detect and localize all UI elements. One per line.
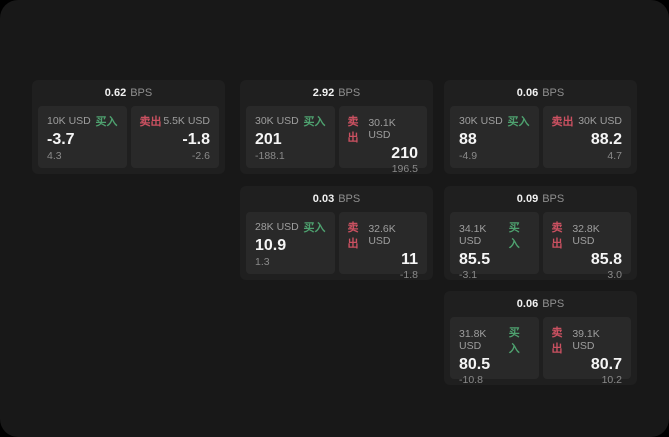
buy-side-label: 买入 — [508, 222, 520, 250]
quote-card-2: 2.92 BPS 30K USD 买入 201 -188.1 卖出 30.1K … — [240, 80, 433, 175]
buy-panel[interactable]: 30K USD 买入 88 -4.9 — [450, 106, 539, 168]
sell-sub-value: 10.2 — [601, 373, 622, 386]
bps-value: 0.03 — [312, 193, 335, 205]
sell-side-label: 卖出 — [139, 116, 162, 128]
sell-price: 85.8 — [590, 251, 622, 268]
sell-sub-value: 196.5 — [391, 162, 418, 175]
buy-panel[interactable]: 10K USD 买入 -3.7 4.3 — [38, 106, 127, 168]
buy-price: 85.5 — [459, 251, 491, 268]
bps-value: 0.62 — [104, 87, 127, 99]
bps-value: 0.09 — [516, 193, 539, 205]
bps-value: 0.06 — [516, 87, 539, 99]
sell-amount: 32.8K USD — [572, 223, 600, 247]
sell-panel[interactable]: 卖出 5.5K USD -1.8 -2.6 — [130, 106, 219, 168]
buy-panel[interactable]: 30K USD 买入 201 -188.1 — [246, 106, 335, 168]
sell-panel[interactable]: 卖出 32.8K USD 85.8 3.0 — [542, 212, 631, 281]
buy-side-label: 买入 — [507, 116, 530, 128]
sell-side-label: 卖出 — [551, 222, 563, 250]
sell-amount: 32.6K USD — [368, 223, 396, 247]
bps-unit-label: BPS — [542, 193, 565, 205]
buy-sub-value: -3.1 — [459, 268, 478, 281]
bps-header: 2.92 BPS — [240, 80, 433, 106]
quote-panels: 10K USD 买入 -3.7 4.3 卖出 5.5K USD -1.8 -2.… — [32, 106, 225, 168]
sell-amount: 30K USD — [578, 115, 622, 127]
bps-value: 2.92 — [312, 87, 335, 99]
bps-unit-label: BPS — [542, 298, 565, 310]
bps-unit-label: BPS — [130, 87, 153, 99]
buy-panel[interactable]: 28K USD 买入 10.9 1.3 — [246, 212, 335, 274]
sell-side-label: 卖出 — [347, 116, 359, 144]
buy-sub-value: -10.8 — [459, 373, 483, 386]
sell-panel[interactable]: 卖出 32.6K USD 11 -1.8 — [338, 212, 427, 281]
buy-price: 10.9 — [255, 236, 287, 254]
sell-sub-value: -1.8 — [399, 268, 418, 281]
buy-side-label: 买入 — [303, 116, 326, 128]
buy-amount: 30K USD — [459, 115, 503, 127]
sell-price: 80.7 — [590, 356, 622, 373]
sell-amount: 30.1K USD — [368, 117, 396, 141]
buy-side-label: 买入 — [303, 222, 326, 234]
quote-panels: 34.1K USD 买入 85.5 -3.1 卖出 32.8K USD 85.8… — [444, 212, 637, 281]
buy-panel[interactable]: 31.8K USD 买入 80.5 -10.8 — [450, 317, 539, 386]
buy-price: 88 — [459, 130, 477, 148]
sell-price: 88.2 — [590, 130, 622, 148]
buy-sub-value: -188.1 — [255, 150, 285, 162]
quote-card-5: 0.09 BPS 34.1K USD 买入 85.5 -3.1 卖出 32.8K… — [444, 186, 637, 281]
sell-side-label: 卖出 — [347, 222, 359, 250]
sell-price: -1.8 — [182, 130, 210, 148]
sell-panel[interactable]: 卖出 39.1K USD 80.7 10.2 — [542, 317, 631, 386]
buy-price: 201 — [255, 130, 282, 148]
sell-side-label: 卖出 — [551, 327, 563, 355]
quote-card-6: 0.06 BPS 31.8K USD 买入 80.5 -10.8 卖出 39.1… — [444, 291, 637, 386]
buy-price: -3.7 — [47, 130, 75, 148]
buy-sub-value: -4.9 — [459, 150, 478, 162]
bps-value: 0.06 — [516, 298, 539, 310]
buy-amount: 10K USD — [47, 115, 91, 127]
buy-amount: 34.1K USD — [459, 223, 487, 247]
quote-panels: 28K USD 买入 10.9 1.3 卖出 32.6K USD 11 -1.8 — [240, 212, 433, 281]
sell-price: 210 — [391, 145, 418, 162]
quote-card-1: 0.62 BPS 10K USD 买入 -3.7 4.3 卖出 5.5K USD… — [32, 80, 225, 174]
quote-panels: 30K USD 买入 201 -188.1 卖出 30.1K USD 210 1… — [240, 106, 433, 175]
quote-panels: 30K USD 买入 88 -4.9 卖出 30K USD 88.2 4.7 — [444, 106, 637, 168]
bps-header: 0.09 BPS — [444, 186, 637, 212]
buy-amount: 30K USD — [255, 115, 299, 127]
sell-amount: 5.5K USD — [163, 115, 210, 127]
sell-price: 11 — [401, 251, 418, 268]
buy-sub-value: 4.3 — [47, 150, 62, 162]
bps-header: 0.03 BPS — [240, 186, 433, 212]
buy-side-label: 买入 — [508, 327, 520, 355]
sell-amount: 39.1K USD — [572, 328, 600, 352]
sell-side-label: 卖出 — [551, 116, 574, 128]
buy-price: 80.5 — [459, 356, 491, 373]
buy-panel[interactable]: 34.1K USD 买入 85.5 -3.1 — [450, 212, 539, 281]
bps-unit-label: BPS — [338, 193, 361, 205]
sell-panel[interactable]: 卖出 30.1K USD 210 196.5 — [338, 106, 427, 175]
buy-side-label: 买入 — [95, 116, 118, 128]
quote-card-4: 0.03 BPS 28K USD 买入 10.9 1.3 卖出 32.6K US… — [240, 186, 433, 281]
bps-unit-label: BPS — [338, 87, 361, 99]
bps-header: 0.62 BPS — [32, 80, 225, 106]
sell-sub-value: 4.7 — [607, 150, 622, 162]
quote-panels: 31.8K USD 买入 80.5 -10.8 卖出 39.1K USD 80.… — [444, 317, 637, 386]
bps-unit-label: BPS — [542, 87, 565, 99]
buy-sub-value: 1.3 — [255, 256, 270, 268]
sell-sub-value: -2.6 — [191, 150, 210, 162]
buy-amount: 31.8K USD — [459, 328, 487, 352]
sell-panel[interactable]: 卖出 30K USD 88.2 4.7 — [542, 106, 631, 168]
sell-sub-value: 3.0 — [607, 268, 622, 281]
bps-header: 0.06 BPS — [444, 80, 637, 106]
bps-header: 0.06 BPS — [444, 291, 637, 317]
buy-amount: 28K USD — [255, 221, 299, 233]
quote-card-3: 0.06 BPS 30K USD 买入 88 -4.9 卖出 30K USD 8… — [444, 80, 637, 174]
